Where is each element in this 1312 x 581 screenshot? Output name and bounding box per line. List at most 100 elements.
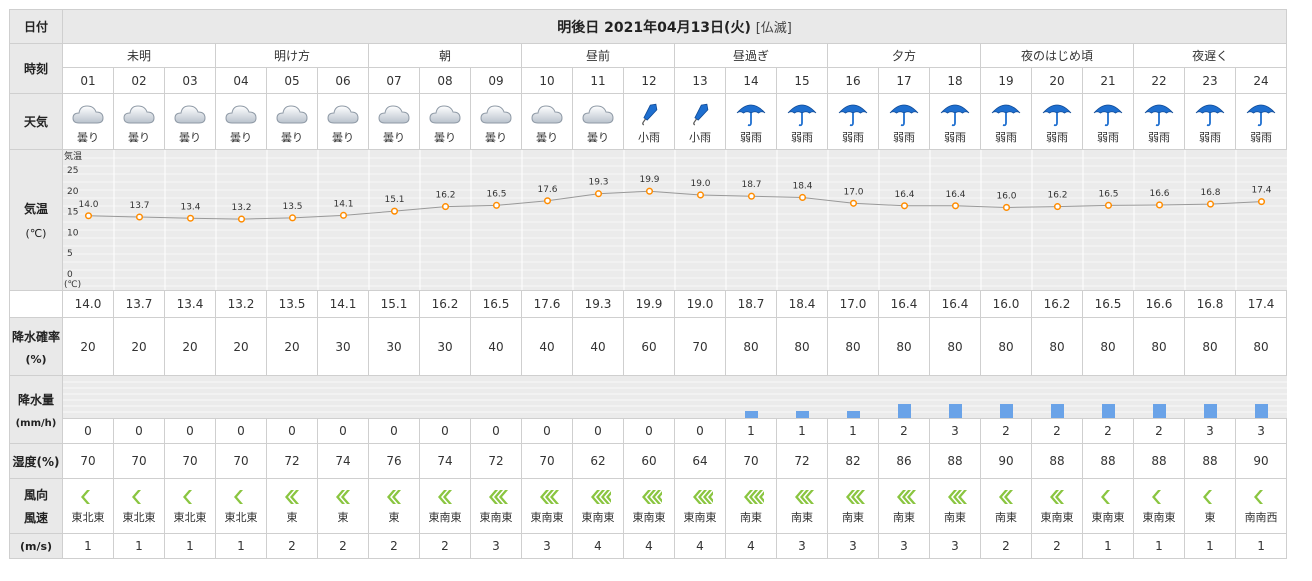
open-umbrella-icon xyxy=(828,101,878,127)
open-umbrella-icon xyxy=(1134,101,1184,127)
weather-cell: 弱雨 xyxy=(1133,93,1185,150)
weather-cell: 弱雨 xyxy=(827,93,879,150)
wind-direction-text: 東南東 xyxy=(479,510,513,524)
temperature-point xyxy=(339,211,348,219)
humidity-row: 湿度(%) 70 70 70 70 72 74 76 74 72 70 62 60 64 70 72 82 86… xyxy=(9,443,1288,479)
temperature-data-label: 16.4 xyxy=(894,190,914,200)
date-row: 日付 明後日 2021年04月13日(火) [仏滅] xyxy=(9,9,1288,44)
wind-speed-unit: (m/s) xyxy=(9,533,63,559)
precip-bar xyxy=(1102,404,1115,418)
wind-direction-text: 東南東 xyxy=(1040,510,1074,524)
wind-dir-label: 風向 xyxy=(23,488,48,502)
precip-bar-chart xyxy=(216,376,267,418)
temperature-value: 14.0 xyxy=(62,290,114,318)
precip-prob-value: 60 xyxy=(623,317,675,376)
hour-cell: 19 xyxy=(980,67,1032,94)
wind-arrow-2-icon xyxy=(1032,488,1082,506)
temperature-point xyxy=(1053,203,1062,211)
hour-cell: 10 xyxy=(521,67,573,94)
precip-prob-row: 降水確率 (%) 20 20 20 20 20 30 30 30 40 40 40 60 70 80 80 8… xyxy=(9,317,1288,376)
precip-bar-row: 降水量 (mm/h) xyxy=(9,375,1288,444)
temperature-data-label: 13.5 xyxy=(282,202,302,212)
temperature-chart-cell: 25 20 15 10 5 0 気温 (℃) 14.0 13.7 13.4 13.2 13.5 14.1 1… xyxy=(61,149,1288,291)
temperature-value: 13.7 xyxy=(113,290,165,318)
weather-cell: 曇り xyxy=(113,93,165,150)
wind-direction-text: 南東 xyxy=(791,510,813,524)
humidity-value: 88 xyxy=(1184,443,1236,479)
humidity-value: 88 xyxy=(1031,443,1083,479)
weather-label-text: 曇り xyxy=(77,130,99,144)
wind-speed-value: 1 xyxy=(62,533,114,559)
precip-prob-unit: (%) xyxy=(25,352,47,366)
precip-bar-chart xyxy=(981,376,1032,418)
precip-bar-cell xyxy=(1234,375,1288,419)
wind-arrow-2-icon xyxy=(267,488,317,506)
humidity-value: 70 xyxy=(62,443,114,479)
wind-cell: 南東 xyxy=(827,478,879,534)
wind-arrow-3-icon xyxy=(522,488,572,506)
hour-cell: 12 xyxy=(623,67,675,94)
temperature-point xyxy=(594,190,603,198)
temperature-value: 16.5 xyxy=(1082,290,1134,318)
precip-amount-value: 1 xyxy=(827,418,879,444)
wind-speed-label: 風速 xyxy=(23,511,48,525)
weather-cell: 曇り xyxy=(368,93,420,150)
cloud-icon xyxy=(573,101,623,127)
y-tick-label: 10 xyxy=(67,228,79,238)
precip-bar-background xyxy=(369,376,420,418)
precip-prob-value: 80 xyxy=(1082,317,1134,376)
date-header: 明後日 2021年04月13日(火) [仏滅] xyxy=(61,9,1288,44)
precip-bar-cell xyxy=(368,375,420,419)
precip-prob-label-cell: 降水確率 (%) xyxy=(9,317,63,376)
temperature-line xyxy=(88,190,1262,220)
temperature-value: 16.4 xyxy=(878,290,930,318)
weather-label-text: 曇り xyxy=(128,130,150,144)
wind-arrow-1-icon xyxy=(1134,488,1184,506)
temperature-value: 16.6 xyxy=(1133,290,1185,318)
precip-amount-value: 0 xyxy=(266,418,318,444)
humidity-value: 62 xyxy=(572,443,624,479)
temp-label-cell: 気温 (℃) xyxy=(9,149,63,291)
wind-speed-value: 1 xyxy=(1133,533,1185,559)
open-umbrella-icon xyxy=(1083,101,1133,127)
wind-speed-value: 3 xyxy=(878,533,930,559)
precip-bar-cell xyxy=(878,375,930,419)
temperature-value: 13.4 xyxy=(164,290,216,318)
precip-bar-chart xyxy=(369,376,420,418)
precip-bar-chart xyxy=(522,376,573,418)
precip-bar-cell xyxy=(725,375,777,419)
temperature-point xyxy=(747,192,756,200)
wind-arrow-4-icon xyxy=(624,488,674,506)
wind-cell: 南東 xyxy=(725,478,777,534)
weather-cell: 弱雨 xyxy=(1234,93,1288,150)
temperature-data-label: 19.3 xyxy=(588,178,608,188)
open-umbrella-icon xyxy=(726,101,776,127)
precip-prob-value: 80 xyxy=(929,317,981,376)
wind-speed-value: 2 xyxy=(980,533,1032,559)
wind-direction-text: 南南西 xyxy=(1244,510,1278,524)
cloud-icon xyxy=(114,101,164,127)
precip-bar-cell xyxy=(572,375,624,419)
hour-cell: 04 xyxy=(215,67,267,94)
temperature-data-label: 16.2 xyxy=(435,191,455,201)
wind-cell: 南南西 xyxy=(1234,478,1288,534)
precip-bar-chart xyxy=(828,376,879,418)
precip-amount-value: 0 xyxy=(470,418,522,444)
temperature-point xyxy=(696,191,705,199)
weather-cell: 曇り xyxy=(521,93,573,150)
wind-cell: 東南東 xyxy=(623,478,675,534)
wind-direction-text: 東 xyxy=(286,510,298,524)
period-cell: 夕方 xyxy=(827,43,981,68)
temperature-point xyxy=(1206,200,1215,208)
cloud-icon xyxy=(471,101,521,127)
precip-amount-unit: (mm/h) xyxy=(15,417,57,429)
wind-speed-value: 3 xyxy=(929,533,981,559)
wind-direction-text: 南東 xyxy=(740,510,762,524)
cloud-icon xyxy=(522,101,572,127)
precip-prob-value: 40 xyxy=(572,317,624,376)
weather-label-text: 弱雨 xyxy=(893,130,915,144)
temperature-data-label: 16.5 xyxy=(486,189,506,199)
temperature-data-label: 16.5 xyxy=(1098,189,1118,199)
humidity-label: 湿度(%) xyxy=(9,443,63,479)
precip-bar xyxy=(1051,404,1064,418)
